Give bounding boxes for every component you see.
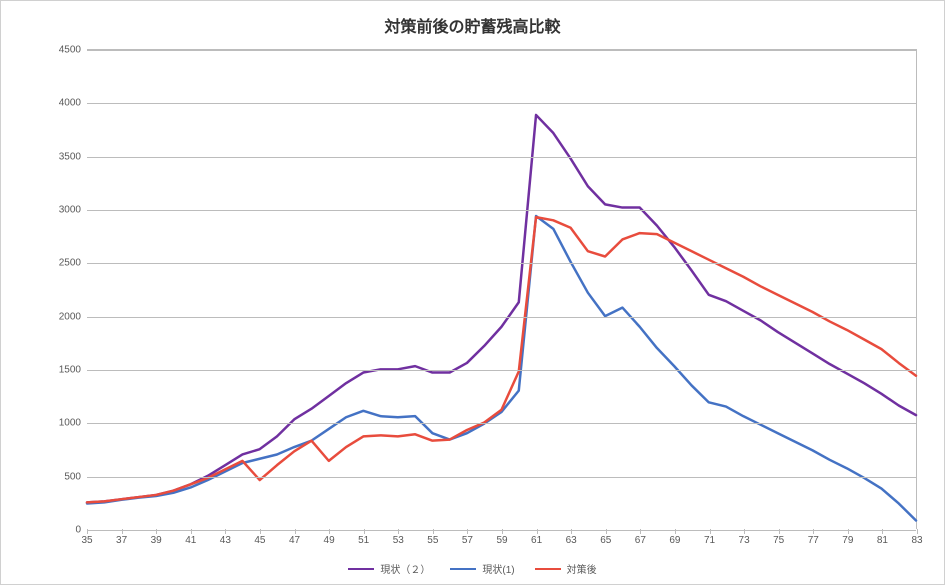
x-tick-label: 53 (393, 535, 404, 546)
x-tick-label: 35 (81, 535, 92, 546)
x-tick-mark (710, 529, 711, 534)
gridline (87, 317, 916, 318)
gridline (87, 50, 916, 51)
x-tick-mark (122, 529, 123, 534)
chart-title: 対策前後の貯蓄残高比較 (1, 13, 944, 37)
x-tick-label: 59 (496, 535, 507, 546)
gridline (87, 477, 916, 478)
y-tick-label: 2000 (59, 311, 81, 322)
x-tick-mark (779, 529, 780, 534)
x-tick-mark (813, 529, 814, 534)
x-tick-label: 43 (220, 535, 231, 546)
x-tick-mark (882, 529, 883, 534)
x-tick-label: 37 (116, 535, 127, 546)
x-tick-mark (606, 529, 607, 534)
x-tick-label: 45 (254, 535, 265, 546)
x-tick-mark (87, 529, 88, 534)
x-tick-label: 71 (704, 535, 715, 546)
x-tick-label: 51 (358, 535, 369, 546)
x-tick-label: 49 (324, 535, 335, 546)
legend-swatch (450, 568, 476, 570)
y-tick-label: 500 (64, 471, 81, 482)
series-line (87, 217, 916, 502)
legend-label: 現状（２） (380, 561, 430, 576)
legend-swatch (535, 568, 561, 570)
x-tick-mark (156, 529, 157, 534)
y-tick-label: 0 (75, 525, 81, 536)
x-tick-mark (917, 529, 918, 534)
legend-item: 対策後 (535, 561, 597, 576)
x-tick-label: 65 (600, 535, 611, 546)
x-tick-label: 69 (669, 535, 680, 546)
x-tick-mark (744, 529, 745, 534)
x-tick-mark (295, 529, 296, 534)
x-tick-mark (467, 529, 468, 534)
legend-item: 現状（２） (348, 561, 430, 576)
y-tick-label: 1500 (59, 365, 81, 376)
gridline (87, 157, 916, 158)
y-tick-label: 4500 (59, 45, 81, 56)
gridline (87, 103, 916, 104)
x-tick-label: 81 (877, 535, 888, 546)
gridline (87, 210, 916, 211)
x-tick-mark (225, 529, 226, 534)
series-line (87, 115, 916, 502)
x-tick-mark (640, 529, 641, 534)
legend-label: 対策後 (567, 561, 597, 576)
x-tick-mark (398, 529, 399, 534)
chart-series-svg (87, 50, 916, 529)
y-tick-label: 3500 (59, 151, 81, 162)
gridline (87, 423, 916, 424)
x-tick-label: 61 (531, 535, 542, 546)
x-tick-mark (191, 529, 192, 534)
x-tick-mark (848, 529, 849, 534)
x-tick-label: 73 (739, 535, 750, 546)
legend-swatch (348, 568, 374, 570)
x-tick-label: 75 (773, 535, 784, 546)
x-tick-label: 39 (151, 535, 162, 546)
x-tick-label: 79 (842, 535, 853, 546)
x-tick-mark (571, 529, 572, 534)
line-chart: 対策前後の貯蓄残高比較 0500100015002000250030003500… (0, 0, 945, 585)
x-tick-mark (260, 529, 261, 534)
x-tick-mark (502, 529, 503, 534)
x-tick-label: 63 (566, 535, 577, 546)
gridline (87, 370, 916, 371)
x-tick-label: 83 (911, 535, 922, 546)
legend-item: 現状(1) (450, 561, 514, 576)
y-tick-label: 2500 (59, 258, 81, 269)
x-tick-label: 57 (462, 535, 473, 546)
x-tick-mark (329, 529, 330, 534)
legend-label: 現状(1) (482, 561, 514, 576)
x-tick-label: 77 (808, 535, 819, 546)
gridline (87, 263, 916, 264)
y-tick-label: 1000 (59, 418, 81, 429)
x-tick-mark (537, 529, 538, 534)
x-tick-label: 47 (289, 535, 300, 546)
x-tick-label: 67 (635, 535, 646, 546)
x-tick-label: 41 (185, 535, 196, 546)
x-tick-mark (364, 529, 365, 534)
y-tick-label: 3000 (59, 205, 81, 216)
plot-area: 0500100015002000250030003500400045003537… (87, 49, 917, 529)
x-tick-label: 55 (427, 535, 438, 546)
x-tick-mark (433, 529, 434, 534)
legend: 現状（２） 現状(1) 対策後 (1, 561, 944, 576)
x-tick-mark (675, 529, 676, 534)
y-tick-label: 4000 (59, 98, 81, 109)
